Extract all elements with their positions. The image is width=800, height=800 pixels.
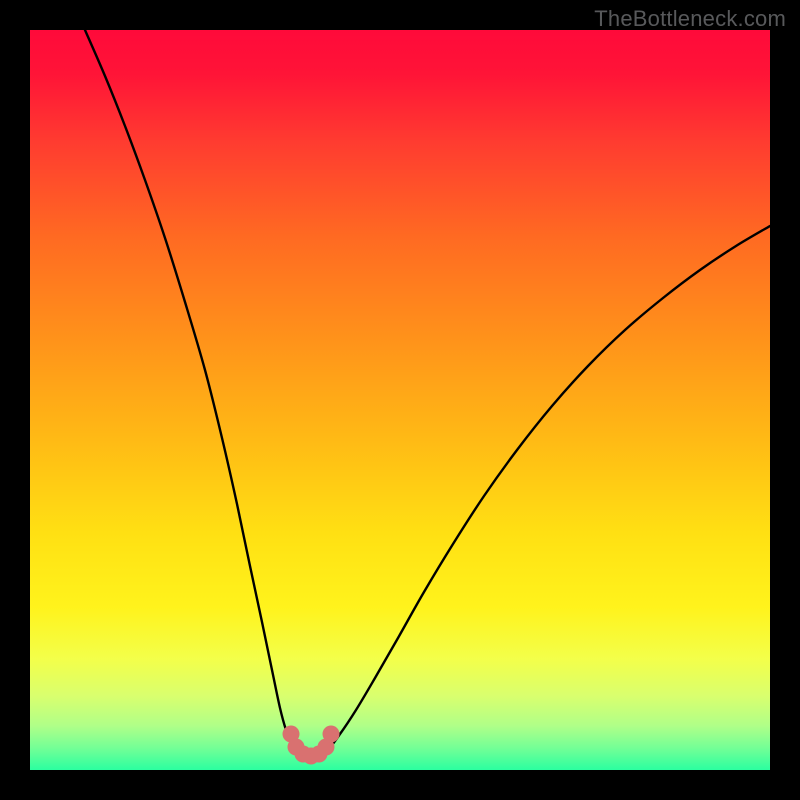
plot-frame xyxy=(30,30,770,770)
plot-area xyxy=(30,30,770,770)
bottleneck-curve xyxy=(85,30,770,756)
watermark: TheBottleneck.com xyxy=(594,6,786,32)
curve-layer xyxy=(30,30,770,770)
minimum-marker xyxy=(323,726,340,743)
